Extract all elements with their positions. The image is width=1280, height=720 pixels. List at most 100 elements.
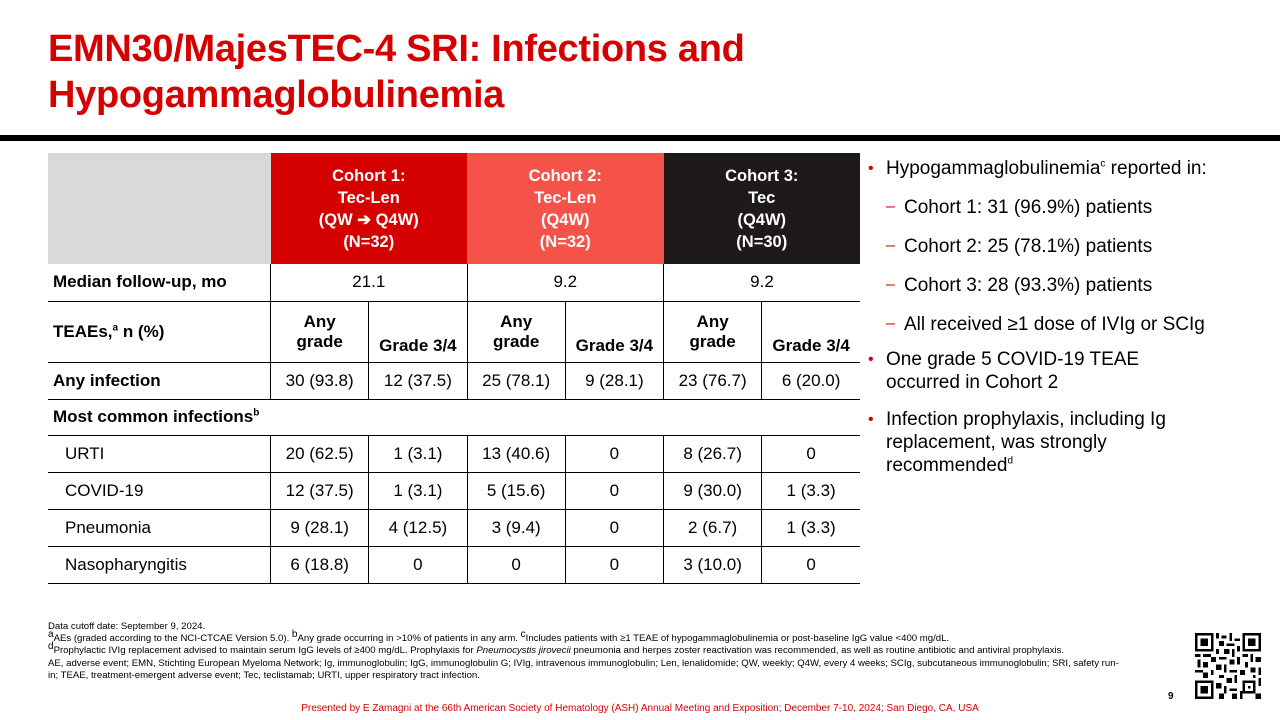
row-label: URTI	[48, 435, 271, 473]
cell: 13 (40.6)	[466, 435, 566, 473]
cohort-schedule: (Q4W)	[540, 210, 590, 229]
bullet-dash-icon: –	[886, 237, 895, 254]
table-row-followup: Median follow-up, mo 21.1 9.2 9.2	[48, 264, 860, 302]
bullet-text: Infection prophylaxis, including Ig repl…	[886, 409, 1166, 476]
page-number: 9	[1168, 691, 1174, 702]
cell: 0	[564, 472, 664, 510]
footnote-marker: a	[48, 629, 54, 641]
table-row: Pneumonia 9 (28.1) 4 (12.5) 3 (9.4) 0 2 …	[48, 509, 860, 547]
footnote-d-italic: Pneumocystis jirovecii	[476, 645, 571, 657]
bullet-item: • Infection prophylaxis, including Ig re…	[868, 408, 1216, 477]
table-row: Nasopharyngitis 6 (18.8) 0 0 0 3 (10.0) …	[48, 546, 860, 584]
footnote-marker: c	[520, 629, 526, 641]
grade34-header: Grade 3/4	[761, 301, 860, 363]
sub-bullet-text: Cohort 3: 28 (93.3%) patients	[904, 275, 1153, 296]
cell: 0	[761, 546, 860, 584]
footnote-marker: d	[1007, 455, 1014, 467]
footnote-marker: b	[253, 407, 260, 419]
table-row-teae-header: TEAEs,a n (%) Any grade Grade 3/4 Any grad…	[48, 301, 860, 363]
cell: 0	[564, 435, 664, 473]
cohort-schedule: (QW ➔ Q4W)	[318, 210, 419, 229]
cell: 0	[564, 546, 664, 584]
qr-code-icon[interactable]	[1195, 633, 1261, 699]
cell: 0	[368, 546, 468, 584]
grade34-header: Grade 3/4	[564, 301, 664, 363]
row-label: Pneumonia	[48, 509, 271, 547]
cell: 3 (10.0)	[662, 546, 762, 584]
infections-table: Cohort 1: Tec-Len (QW ➔ Q4W) (N=32) Cohort …	[48, 153, 860, 584]
footnote-marker: a	[112, 321, 119, 333]
sub-bullet-text: All received ≥1 dose of IVIg or SCIg	[904, 314, 1205, 335]
cell: 20 (62.5)	[270, 435, 369, 473]
sub-bullet-text: Cohort 2: 25 (78.1%) patients	[904, 236, 1153, 257]
cell: 1 (3.1)	[368, 472, 468, 510]
cell: 25 (78.1)	[466, 362, 566, 400]
cell: 6 (18.8)	[270, 546, 369, 584]
cell: 2 (6.7)	[662, 509, 762, 547]
table-row: URTI 20 (62.5) 1 (3.1) 13 (40.6) 0 8 (26…	[48, 435, 860, 473]
footnote-a: AEs (graded according to the NCI-CTCAE V…	[53, 633, 292, 645]
sub-bullet-item: – Cohort 1: 31 (96.9%) patients	[868, 196, 1268, 219]
footnote-c: Includes patients with ≥1 TEAE of hypoga…	[525, 633, 950, 645]
row-label: Nasopharyngitis	[48, 546, 271, 584]
footnote-d-text: pneumonia and herpes zoster reactivation…	[570, 645, 1065, 657]
cell: 6 (20.0)	[761, 362, 860, 400]
cell: 9 (30.0)	[662, 472, 762, 510]
bullet-dash-icon: –	[886, 276, 895, 293]
cohort-schedule: (Q4W)	[737, 210, 787, 229]
footnote-d-text: Prophylactic IVIg replacement advised to…	[53, 645, 477, 657]
any-line1: Any	[696, 311, 729, 331]
row-label: COVID-19	[48, 472, 271, 510]
key-points: • Hypogammaglobulinemiac reported in: – …	[868, 157, 1268, 477]
footnote-abc: aAEs (graded according to the NCI-CTCAE …	[48, 630, 1128, 645]
footnote-marker: b	[291, 629, 298, 641]
cell: 9 (28.1)	[564, 362, 664, 400]
any-line2: grade	[689, 331, 736, 351]
presented-by: Presented by E Zamagni at the 66th Ameri…	[301, 703, 979, 714]
bullet-dot-icon: •	[868, 351, 874, 368]
cohort-name: Cohort 2:	[528, 166, 602, 185]
row-label: TEAEs,a n (%)	[48, 301, 271, 363]
cell: 1 (3.3)	[761, 509, 860, 547]
cell: 12 (37.5)	[368, 362, 468, 400]
most-common-label: Most common infections	[53, 407, 254, 426]
data-cutoff: Data cutoff date: September 9, 2024.	[48, 621, 206, 632]
bullet-dot-icon: •	[868, 411, 874, 428]
cell: 30 (93.8)	[270, 362, 369, 400]
cohort-3-header: Cohort 3: Tec (Q4W) (N=30)	[663, 153, 860, 264]
slide-title: EMN30/MajesTEC-4 SRI: Infections and Hyp…	[48, 28, 745, 116]
cell: 9.2	[663, 264, 860, 302]
table-row-most-common: Most common infectionsb	[48, 399, 860, 436]
cell: 1 (3.1)	[368, 435, 468, 473]
bullet-dash-icon: –	[886, 198, 895, 215]
cell: 0	[564, 509, 664, 547]
abbreviations: AE, adverse event; EMN, Stichting Europe…	[48, 657, 1119, 681]
teae-label-suffix: n (%)	[118, 321, 165, 341]
cell: 12 (37.5)	[270, 472, 369, 510]
bullet-text: Hypogammaglobulinemia	[886, 158, 1101, 179]
bullet-item: • One grade 5 COVID-19 TEAE occurred in …	[868, 348, 1216, 394]
cell: 21.1	[270, 264, 468, 302]
cell: 9 (28.1)	[270, 509, 369, 547]
cell: 8 (26.7)	[662, 435, 762, 473]
row-label: Median follow-up, mo	[48, 264, 271, 302]
any-line2: grade	[492, 331, 540, 351]
sub-bullet-item: – Cohort 2: 25 (78.1%) patients	[868, 235, 1268, 258]
footnotes: Data cutoff date: September 9, 2024. aAE…	[48, 621, 1128, 682]
cohort-name: Cohort 1:	[332, 166, 406, 185]
cohort-drug: Tec-Len	[534, 188, 597, 207]
cohort-n: (N=30)	[736, 232, 788, 251]
bullet-text: reported in:	[1105, 158, 1207, 179]
bullet-item: • Hypogammaglobulinemiac reported in:	[868, 157, 1268, 180]
cell: 0	[761, 435, 860, 473]
footnote-d: dProphylactic IVIg replacement advised t…	[48, 642, 1068, 657]
bullet-text: One grade 5 COVID-19 TEAE occurred in Co…	[886, 349, 1140, 393]
any-grade-header: Any grade	[662, 301, 762, 363]
sub-bullet-item: – All received ≥1 dose of IVIg or SCIg	[868, 313, 1268, 336]
bullet-dash-icon: –	[886, 315, 895, 332]
grade34-header: Grade 3/4	[368, 301, 468, 363]
cohort-2-header: Cohort 2: Tec-Len (Q4W) (N=32)	[467, 153, 664, 264]
footnote-marker: d	[48, 641, 54, 653]
cell: 0	[466, 546, 566, 584]
cohort-n: (N=32)	[539, 232, 591, 251]
